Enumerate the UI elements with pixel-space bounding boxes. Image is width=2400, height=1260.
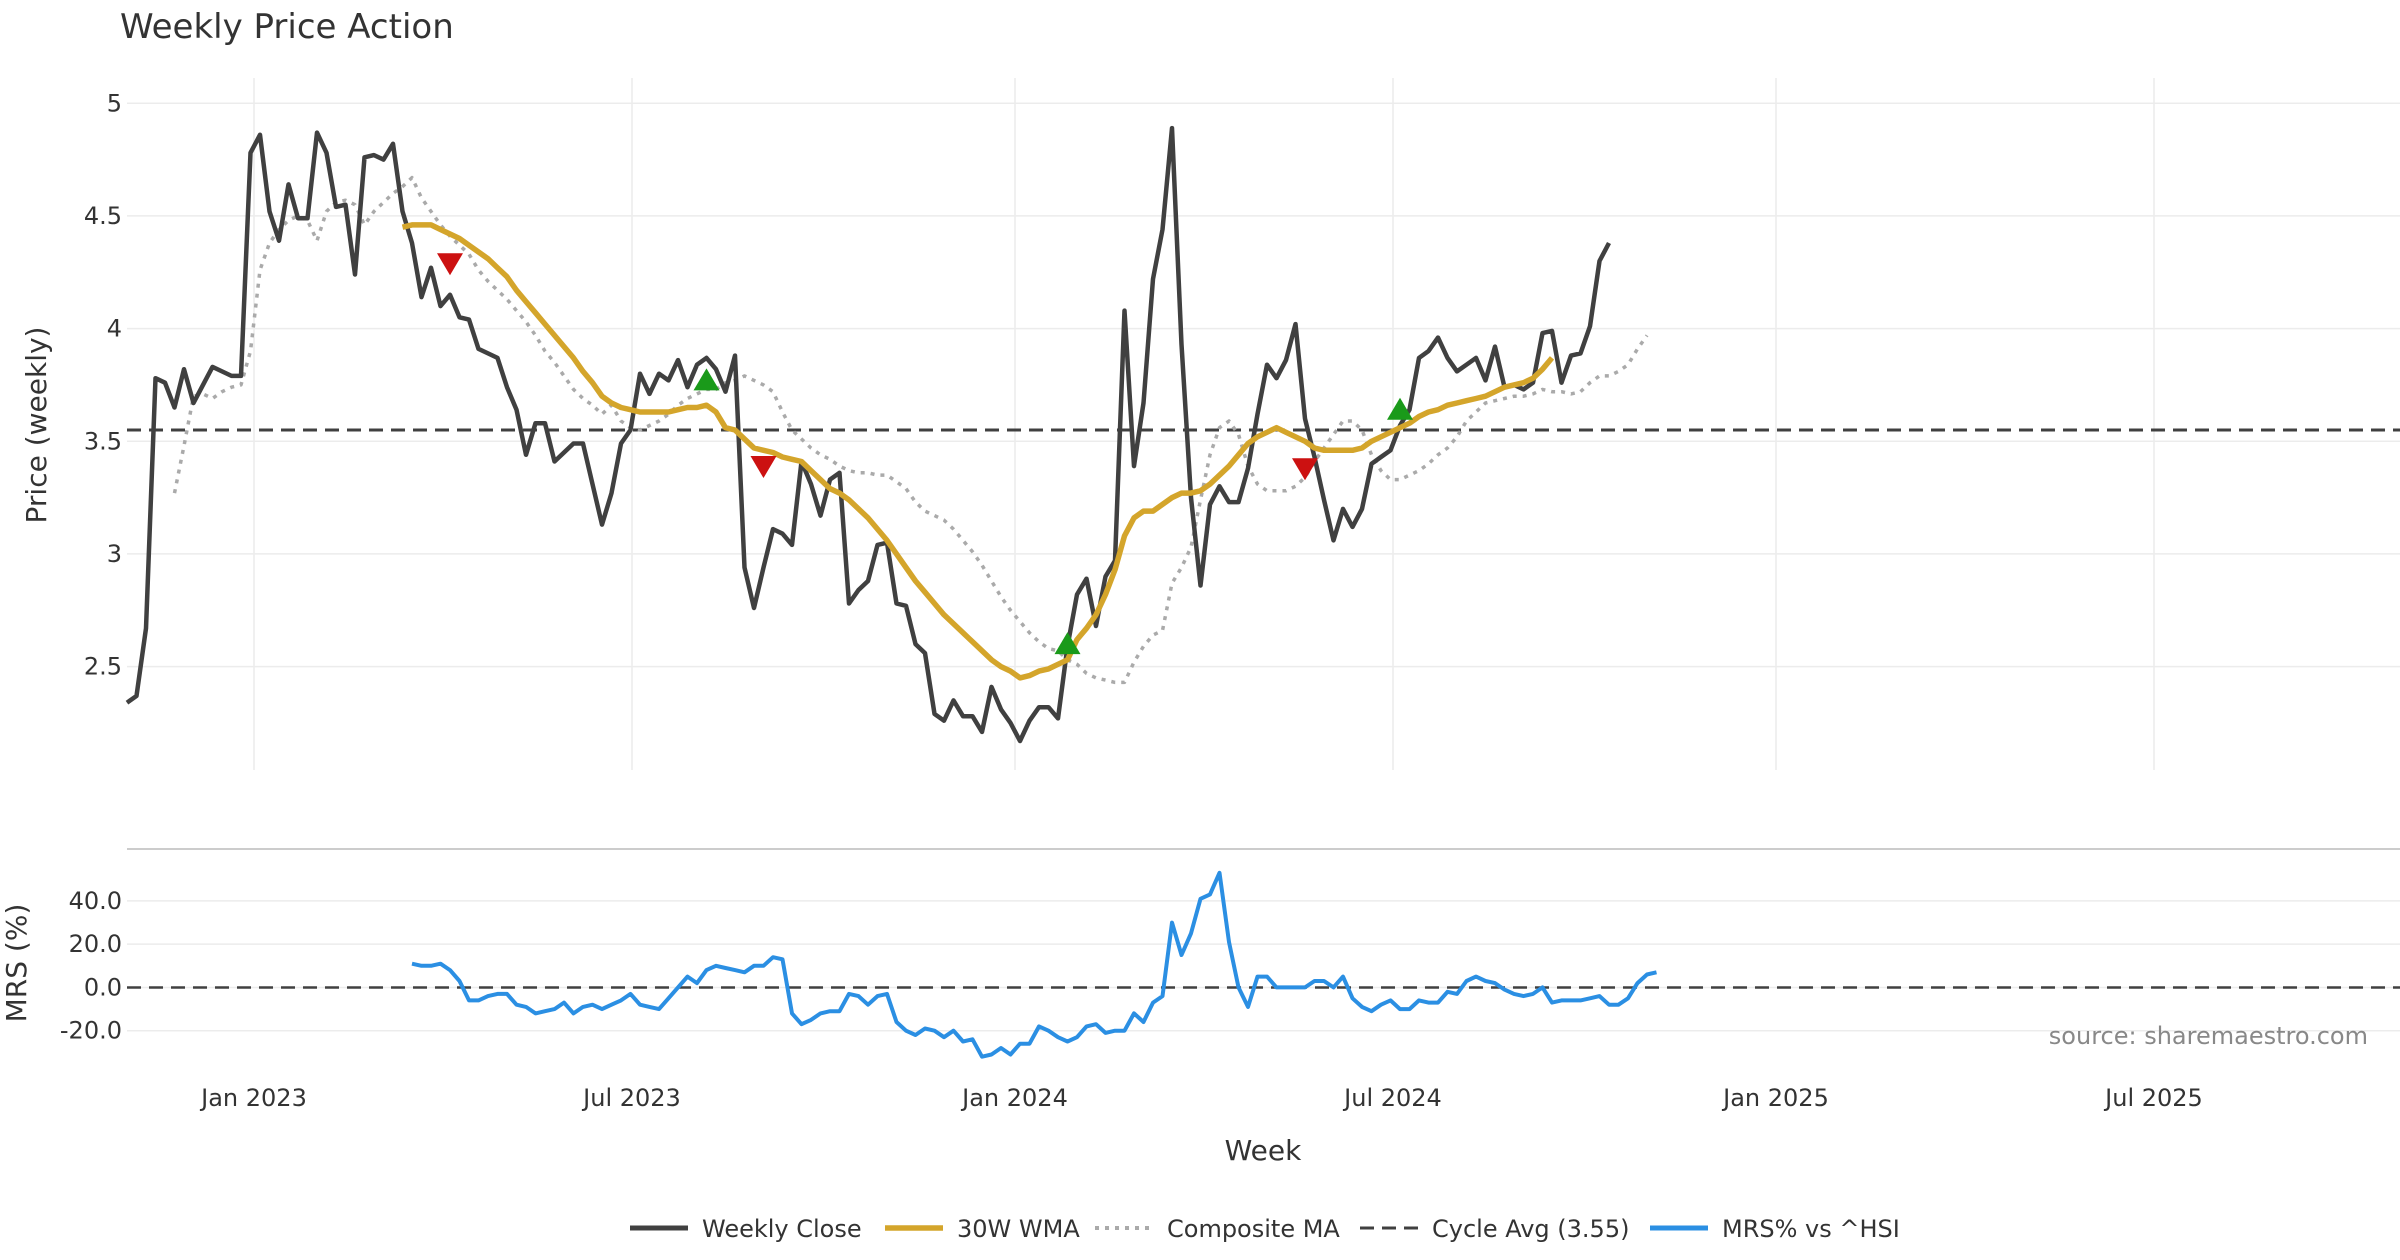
price-y-tick: 4 bbox=[107, 315, 122, 343]
mrs-series-group bbox=[127, 870, 2400, 1059]
composite-ma-line bbox=[172, 175, 1649, 685]
price-y-tick: 4.5 bbox=[84, 202, 122, 230]
price-grid bbox=[127, 78, 2400, 770]
x-tick: Jan 2025 bbox=[1721, 1084, 1829, 1112]
buy-signal-marker bbox=[693, 368, 720, 391]
x-axis-label: Week bbox=[1225, 1134, 1302, 1167]
mrs-y-tick: 40.0 bbox=[69, 887, 122, 915]
axis-ticks: 2.5 3 3.5 4 4.5 5 -20.0 0.0 20.0 40.0 Jan 2023 Jul … bbox=[60, 89, 2203, 1112]
price-y-tick: 3.5 bbox=[84, 427, 122, 455]
sell-signal-marker bbox=[750, 456, 777, 479]
buy-signal-marker bbox=[1054, 632, 1081, 655]
source-annotation: source: sharemaestro.com bbox=[2049, 1022, 2368, 1050]
sell-signal-marker bbox=[1292, 458, 1318, 481]
mrs-y-tick: 0.0 bbox=[84, 973, 122, 1001]
sell-signal-marker bbox=[437, 253, 463, 276]
mrs-line bbox=[411, 870, 1657, 1059]
mrs-y-tick: 20.0 bbox=[69, 930, 122, 958]
chart-title: Weekly Price Action bbox=[120, 7, 454, 47]
chart-legend: Weekly Close 30W WMA Composite MA Cycle Avg… bbox=[630, 1215, 1900, 1243]
price-y-tick: 5 bbox=[107, 89, 122, 117]
legend-label: 30W WMA bbox=[957, 1215, 1080, 1243]
mrs-grid bbox=[127, 900, 2400, 1032]
x-tick: Jul 2025 bbox=[2103, 1084, 2203, 1112]
wma-30w-line bbox=[401, 222, 1555, 681]
x-tick: Jan 2024 bbox=[960, 1084, 1068, 1112]
x-tick: Jul 2024 bbox=[1342, 1084, 1442, 1112]
weekly-close-line bbox=[125, 125, 1611, 744]
legend-label: Cycle Avg (3.55) bbox=[1432, 1215, 1629, 1243]
mrs-y-tick: -20.0 bbox=[60, 1017, 122, 1045]
buy-signal-marker bbox=[1387, 397, 1413, 420]
legend-label: Weekly Close bbox=[702, 1215, 862, 1243]
legend-label: MRS% vs ^HSI bbox=[1722, 1215, 1900, 1243]
x-tick: Jul 2023 bbox=[581, 1084, 681, 1112]
price-axis-label: Price (weekly) bbox=[20, 327, 53, 524]
price-series-group bbox=[125, 125, 2400, 744]
price-y-tick: 3 bbox=[107, 540, 122, 568]
signal-markers bbox=[437, 253, 1413, 655]
mrs-axis-label: MRS (%) bbox=[0, 904, 33, 1023]
x-tick: Jan 2023 bbox=[199, 1084, 307, 1112]
price-y-tick: 2.5 bbox=[84, 653, 122, 681]
legend-label: Composite MA bbox=[1167, 1215, 1340, 1243]
